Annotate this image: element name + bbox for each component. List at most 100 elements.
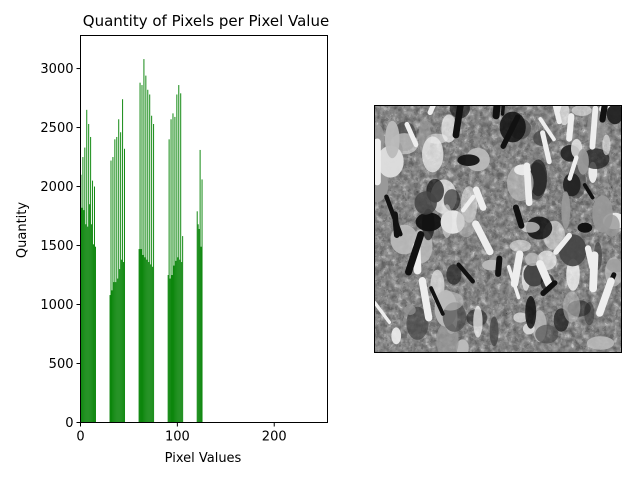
crowd-figure	[529, 159, 548, 197]
crowd-figure	[525, 252, 540, 266]
crowd-arm	[404, 121, 419, 148]
x-axis-ticks: 0 100 200	[76, 422, 287, 445]
crowd-figure	[473, 305, 483, 338]
histogram-bar	[171, 275, 173, 423]
crowd-figure	[563, 291, 581, 323]
histogram-bar	[113, 282, 115, 423]
crowd-shapes	[375, 106, 621, 352]
histogram-bar	[139, 82, 141, 423]
histogram-bar	[175, 260, 177, 423]
histogram-bar	[141, 85, 143, 423]
crowd-arm	[553, 232, 573, 255]
histogram-bar	[117, 278, 119, 423]
crowd-figure	[604, 214, 620, 237]
histogram-bar	[93, 244, 95, 423]
crowd-arm	[540, 280, 558, 297]
histogram-bar	[146, 259, 148, 423]
histogram-bar	[198, 229, 200, 423]
crowd-arm	[472, 186, 487, 211]
histogram-bar	[142, 254, 144, 423]
histogram-bar	[110, 160, 112, 423]
histogram-bar	[151, 115, 153, 423]
crowd-figure	[582, 148, 610, 169]
histogram-bar	[91, 224, 93, 423]
histogram-bar	[81, 207, 83, 423]
crowd-figure	[586, 336, 615, 350]
x-axis-label: Pixel Values	[165, 451, 242, 466]
crowd-figure	[535, 324, 559, 344]
histogram-bar	[178, 85, 180, 423]
crowd-figure	[456, 339, 469, 352]
crowd-figure	[577, 148, 589, 175]
crowd-figure	[446, 264, 462, 285]
crowd-arm	[405, 231, 425, 276]
histogram-bar	[180, 93, 182, 423]
histogram-bar	[124, 148, 126, 423]
crowd-arm	[375, 301, 392, 324]
histogram-bar	[145, 75, 147, 423]
histogram-bar	[114, 139, 116, 423]
histogram-bar	[174, 116, 176, 423]
histogram-bar	[94, 186, 95, 423]
crowd-arm	[495, 255, 503, 277]
crowd-figure	[391, 327, 402, 345]
histogram-bar	[122, 99, 124, 423]
crowd-figure	[577, 222, 593, 233]
plot-area-frame	[80, 35, 328, 423]
histogram-bar	[196, 211, 198, 423]
crowd-arm	[472, 220, 494, 256]
histogram-bar	[111, 290, 113, 423]
y-tick-label: 1000	[40, 298, 73, 313]
crowd-arm	[536, 260, 553, 289]
histogram-bar	[86, 109, 88, 423]
crowd-figure	[489, 316, 499, 347]
crowd-arm	[523, 162, 533, 207]
crowd-figure	[377, 145, 404, 178]
crowd-arm	[589, 106, 599, 150]
histogram-bar	[153, 123, 155, 423]
crowd-figure	[414, 191, 437, 215]
histogram-bar	[119, 269, 121, 423]
histogram-bar	[149, 94, 151, 423]
crowd-figure	[457, 154, 480, 166]
crowd-figure	[385, 120, 400, 159]
histogram-bar	[167, 275, 169, 423]
crowd-arm	[492, 106, 501, 120]
crowd-arm	[566, 113, 575, 142]
crowd-arm	[384, 194, 403, 237]
crowd-figure	[566, 258, 580, 291]
crowd-figure	[563, 173, 581, 197]
crowd-arm	[510, 250, 524, 288]
y-tick-label: 2000	[40, 180, 73, 195]
crowd-arm	[427, 106, 436, 116]
histogram-bar	[120, 132, 122, 423]
crowd-arm	[589, 251, 599, 293]
histogram-bar	[92, 180, 94, 423]
crowd-figure	[606, 258, 621, 273]
histogram-bar	[181, 262, 183, 423]
crowd-arm	[460, 194, 476, 213]
histogram-bar	[177, 257, 179, 423]
histogram-bar	[172, 113, 174, 423]
crowd-arm	[582, 183, 595, 200]
crowd-figure	[422, 208, 435, 241]
crowd-figure	[561, 191, 571, 229]
crowd-figure	[437, 291, 464, 311]
crowd-figure	[441, 204, 453, 238]
histogram-bar	[173, 265, 175, 423]
chart-title: Quantity of Pixels per Pixel Value	[83, 12, 329, 30]
histogram-bar	[168, 139, 170, 423]
crowd-arm	[512, 204, 525, 229]
histogram-bar	[85, 224, 87, 423]
crowd-figure	[404, 304, 416, 316]
crowd-figure	[559, 106, 570, 126]
histogram-bar	[179, 259, 181, 423]
crowd-figure	[525, 296, 537, 329]
x-tick-label: 0	[76, 430, 84, 445]
histogram-bar	[138, 249, 140, 423]
crowd-figure	[406, 306, 429, 340]
crowd-arm	[456, 262, 475, 284]
y-tick-label: 3000	[40, 62, 73, 77]
histogram-bar	[199, 149, 201, 423]
